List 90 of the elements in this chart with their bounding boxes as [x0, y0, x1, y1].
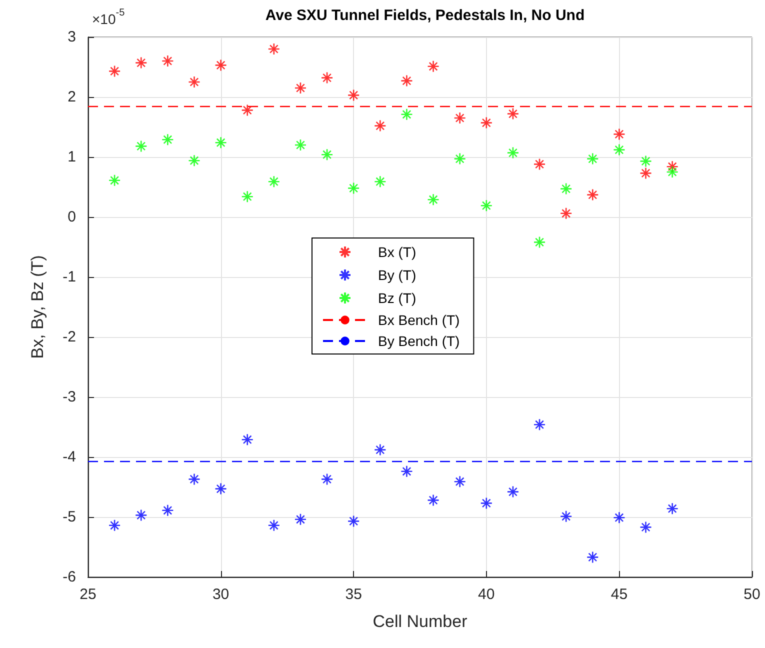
legend-label: By Bench (T): [378, 333, 460, 349]
point: [347, 515, 360, 528]
point: [560, 510, 572, 523]
legend-label: Bx Bench (T): [378, 312, 460, 328]
point: [162, 133, 174, 146]
point: [374, 444, 386, 456]
point: [480, 199, 493, 212]
y-tick-label: 2: [68, 88, 76, 106]
y-tick-label: -2: [62, 328, 76, 346]
point: [108, 519, 121, 532]
point: [320, 148, 334, 161]
point: [427, 193, 440, 206]
point: [454, 152, 466, 165]
point: [506, 108, 520, 120]
point: [666, 166, 678, 178]
point: [347, 182, 360, 194]
point: [294, 138, 307, 152]
x-tick-label: 40: [478, 586, 495, 603]
legend-label: By (T): [378, 267, 416, 283]
point: [214, 59, 227, 72]
y-tick-label: 0: [68, 208, 76, 226]
x-tick-label: 30: [212, 586, 230, 603]
point: [320, 473, 334, 486]
point: [400, 108, 413, 121]
y-tick-label: -5: [62, 508, 76, 526]
x-tick-label: 35: [345, 586, 362, 603]
point: [188, 76, 200, 88]
y-axis-title: Bx, By, Bz (T): [28, 255, 47, 359]
x-tick-label: 45: [610, 586, 628, 603]
x-tick-label: 50: [744, 586, 760, 603]
point: [586, 551, 599, 564]
point: [400, 465, 413, 478]
y-tick-label: 1: [68, 148, 76, 166]
point: [214, 136, 227, 149]
point: [134, 56, 148, 69]
point: [666, 502, 678, 515]
point: [162, 504, 174, 517]
point: [134, 140, 148, 152]
point: [640, 155, 652, 168]
point: [294, 513, 307, 526]
y-tick-label: -4: [62, 448, 76, 466]
point: [320, 72, 334, 84]
y-tick-label: -1: [62, 268, 76, 286]
point: [162, 54, 174, 68]
point: [188, 154, 200, 167]
point: [454, 475, 466, 488]
point: [374, 175, 386, 188]
point: [427, 494, 440, 506]
point: [294, 82, 307, 94]
point: [533, 236, 546, 248]
point: [480, 497, 493, 510]
point: [108, 65, 121, 78]
point: [108, 174, 121, 187]
y-tick-label: -6: [62, 568, 76, 586]
chart-title: Ave SXU Tunnel Fields, Pedestals In, No Und: [265, 7, 585, 24]
point: [613, 511, 626, 524]
point: [241, 190, 254, 203]
point: [241, 433, 254, 446]
point: [586, 188, 599, 201]
y-tick-label: -3: [62, 388, 76, 406]
legend-label: Bz (T): [378, 290, 416, 306]
point: [560, 207, 572, 220]
point: [214, 482, 227, 495]
point: [454, 112, 466, 124]
point: [586, 152, 599, 165]
y-tick-label: 3: [68, 28, 76, 46]
point: [560, 182, 572, 195]
point: [640, 521, 652, 534]
point: [268, 175, 280, 188]
point: [533, 158, 546, 170]
point: [666, 160, 678, 173]
point: [374, 120, 386, 132]
point: [533, 418, 546, 431]
point: [506, 146, 520, 159]
point: [506, 486, 520, 498]
x-axis-title: Cell Number: [372, 612, 468, 631]
point: [268, 519, 280, 532]
x-tick-label: 25: [80, 586, 96, 603]
point: [480, 116, 493, 129]
point: [427, 60, 440, 73]
point: [134, 509, 148, 522]
point: [613, 128, 626, 140]
point: [268, 42, 280, 56]
legend-label: Bx (T): [378, 244, 416, 260]
point: [347, 89, 360, 102]
point: [400, 74, 413, 87]
point: [241, 104, 254, 116]
point: [640, 167, 652, 180]
point: [188, 473, 200, 486]
point: [613, 144, 626, 156]
